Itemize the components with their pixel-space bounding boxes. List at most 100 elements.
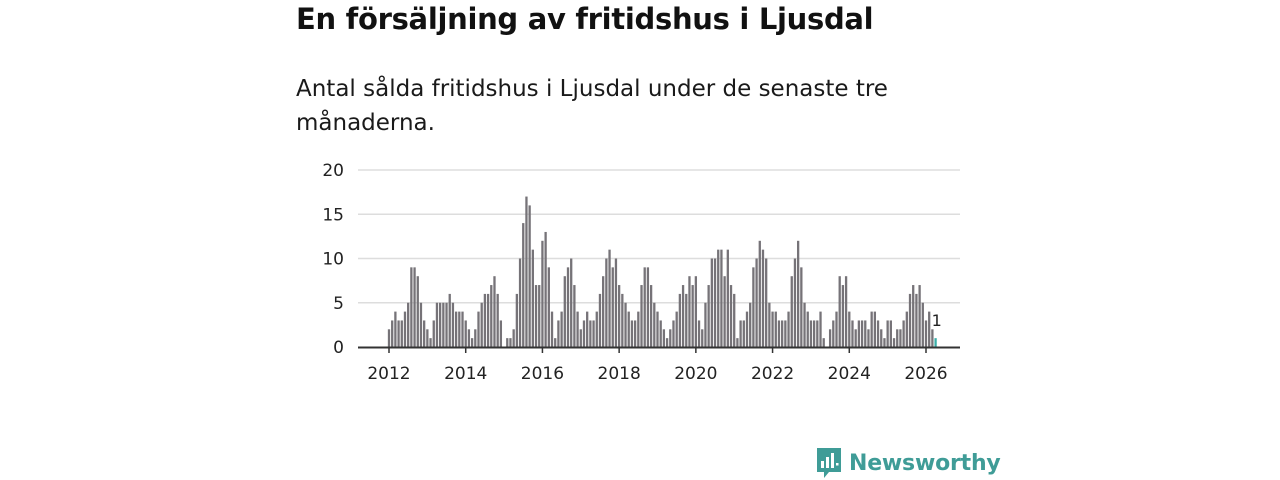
bar (739, 320, 742, 347)
bar (470, 338, 474, 347)
bar (544, 231, 547, 347)
bars (387, 196, 937, 347)
bar (458, 311, 461, 347)
bar (896, 329, 899, 347)
bar (512, 329, 515, 347)
bar (653, 302, 656, 347)
bar (694, 276, 698, 347)
x-tick-label: 2026 (904, 364, 947, 384)
bar (662, 329, 666, 347)
bar (531, 249, 534, 347)
y-axis-ticks: 0 5 10 15 20 (322, 161, 344, 358)
bar (534, 285, 538, 347)
bar (710, 258, 713, 347)
bar (921, 302, 924, 347)
bar (819, 311, 822, 347)
bar (649, 285, 653, 347)
bar (816, 320, 819, 347)
bar (528, 205, 531, 347)
bar (883, 338, 886, 347)
bar (889, 320, 892, 347)
bar (777, 320, 781, 347)
bar (621, 293, 624, 347)
bar (720, 249, 723, 347)
bar (806, 311, 809, 347)
bar (669, 329, 672, 347)
bar (646, 267, 650, 347)
bar (931, 329, 934, 347)
bar (902, 320, 905, 347)
bar (560, 311, 563, 347)
bar (461, 311, 464, 347)
bar (848, 311, 851, 347)
bar (918, 285, 921, 347)
bar (672, 320, 675, 347)
bar (589, 320, 592, 347)
bar (758, 240, 761, 347)
bar (483, 293, 487, 347)
bar (685, 293, 688, 347)
bar (595, 311, 598, 347)
bar (394, 311, 397, 347)
x-tick-label: 2012 (367, 364, 410, 384)
bar (681, 285, 685, 347)
bar (860, 320, 864, 347)
bar (908, 293, 912, 347)
bar (790, 276, 793, 347)
bar (624, 302, 627, 347)
bar (454, 311, 458, 347)
bar (592, 320, 595, 347)
y-tick-label: 5 (333, 294, 344, 314)
bar (656, 311, 659, 347)
data-label-last: 1 (932, 311, 942, 330)
bar (774, 311, 777, 347)
bar (733, 293, 736, 347)
bar (445, 302, 448, 347)
bar (627, 311, 630, 347)
bar (403, 311, 407, 347)
bar (442, 302, 445, 347)
bar (745, 311, 749, 347)
bar (490, 285, 493, 347)
bar (691, 285, 694, 347)
bar (426, 329, 429, 347)
y-tick-label: 15 (322, 205, 344, 225)
bar (413, 267, 416, 347)
bar (765, 258, 768, 347)
bar (886, 320, 889, 347)
bar (435, 302, 439, 347)
bar (697, 320, 701, 347)
bar (407, 302, 410, 347)
bar (701, 329, 704, 347)
bar (429, 338, 432, 347)
bar (864, 320, 867, 347)
bar (576, 311, 579, 347)
bar (822, 338, 825, 347)
bar (755, 258, 758, 347)
bar (416, 276, 419, 347)
bar (566, 267, 570, 347)
bar (499, 320, 503, 347)
bar (678, 293, 682, 347)
bar (828, 329, 832, 347)
bar (525, 196, 528, 347)
bar (419, 302, 423, 347)
bar (451, 302, 455, 347)
bar (838, 276, 841, 347)
bar (522, 223, 525, 347)
bar (509, 338, 512, 347)
bar (675, 311, 678, 347)
bar (787, 311, 790, 347)
bar (870, 311, 873, 347)
bar (423, 320, 426, 347)
bar-chart: 0 5 10 15 20 2012 2014 2016 2018 2020 2022 2024 202… (322, 161, 960, 384)
bar (873, 311, 877, 347)
bar (835, 311, 838, 347)
bar (630, 320, 634, 347)
y-tick-label: 20 (322, 161, 344, 181)
bar (851, 320, 854, 347)
x-tick-label: 2018 (598, 364, 641, 384)
y-tick-label: 0 (333, 338, 344, 358)
x-tick-label: 2024 (828, 364, 871, 384)
bar (723, 276, 726, 347)
